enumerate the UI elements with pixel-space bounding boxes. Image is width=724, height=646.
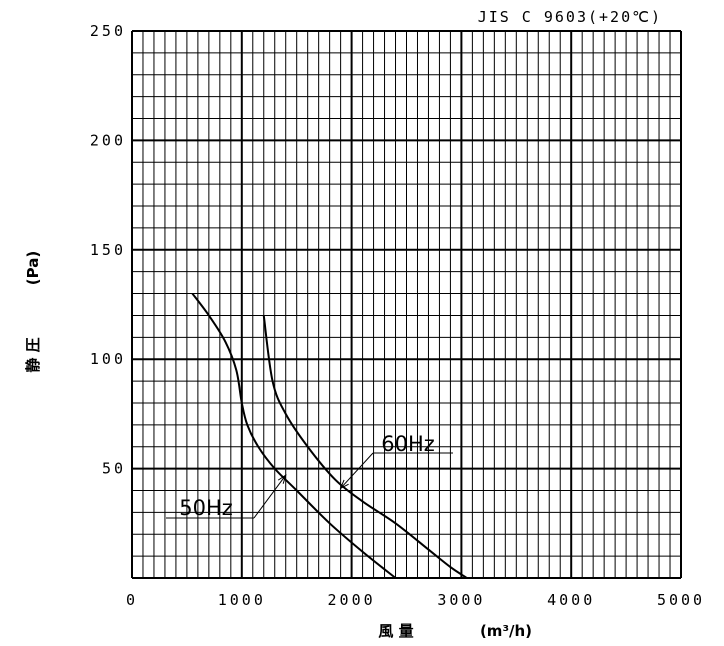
y-tick-label: 50 (102, 460, 126, 478)
annotation-label: 50Hz (179, 496, 233, 520)
annotation-50hz: 50Hz (166, 473, 287, 520)
annotation-arrowhead (277, 473, 287, 484)
standard-note: JIS C 9603(+20℃) (478, 8, 662, 26)
y-tick-label: 250 (90, 22, 126, 40)
y-tick-label: 200 (90, 131, 126, 149)
x-tick-label: 1000 (218, 591, 266, 609)
y-axis-unit: (Pa) (24, 251, 42, 285)
series-lines (191, 292, 468, 579)
series-line-60hz (262, 315, 468, 579)
y-axis-title: 静 圧 (Pa) (24, 251, 42, 373)
x-tick-label: 0 (126, 591, 138, 609)
x-tick-label: 5000 (657, 591, 705, 609)
x-tick-label: 3000 (437, 591, 485, 609)
x-axis-name: 風 量 (378, 622, 413, 640)
annotation-label: 60Hz (381, 432, 435, 456)
x-axis-title: 風 量 (m³/h) (378, 622, 532, 640)
annotation-arrowhead (339, 479, 349, 490)
y-tick-label: 150 (90, 241, 126, 259)
y-tick-label: 100 (90, 350, 126, 368)
grid (131, 30, 682, 579)
annotation-leader (340, 452, 374, 489)
annotation-leader (253, 474, 287, 519)
tick-labels: 0 1000 2000 3000 4000 5000 50 100 150 200 250 (90, 22, 705, 609)
y-axis-name: 静 圧 (24, 337, 42, 372)
x-tick-label: 4000 (547, 591, 595, 609)
annotation-60hz: 60Hz (339, 432, 453, 490)
annotations: 60Hz 50Hz (166, 432, 453, 520)
series-line-50hz (191, 292, 397, 579)
x-axis-unit: (m³/h) (480, 622, 532, 640)
x-tick-label: 2000 (328, 591, 376, 609)
